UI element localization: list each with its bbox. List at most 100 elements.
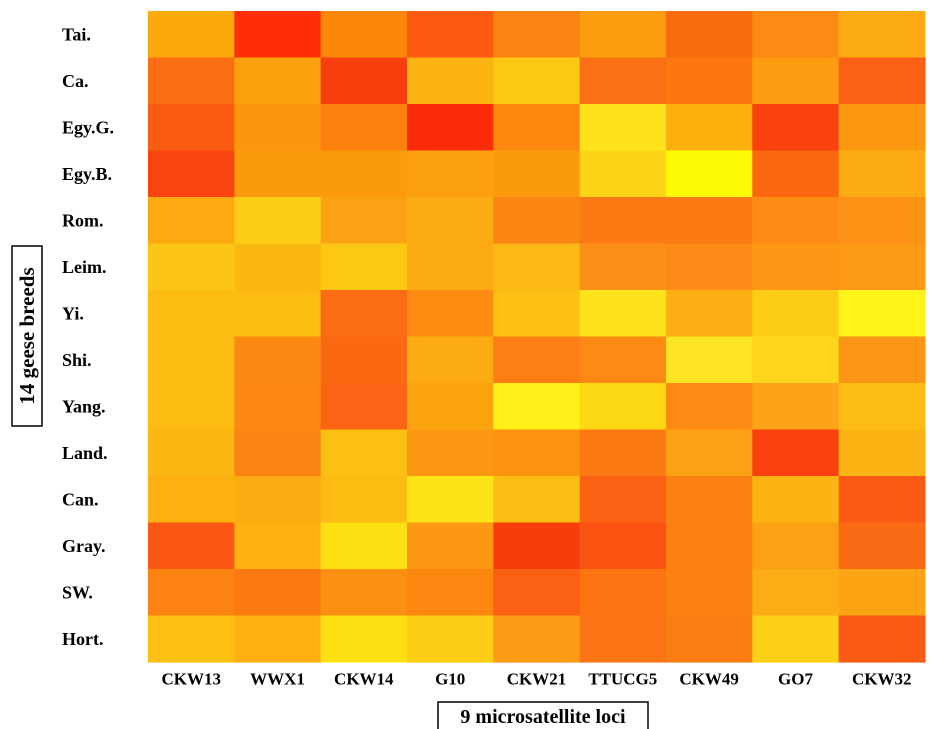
heatmap-cell bbox=[579, 383, 667, 431]
x-tick-label: CKW13 bbox=[161, 670, 221, 689]
x-tick-label: CKW32 bbox=[852, 670, 912, 689]
heatmap-cell bbox=[234, 476, 322, 524]
heatmap-cell bbox=[579, 197, 667, 245]
heatmap-cell bbox=[752, 569, 840, 617]
heatmap-cell bbox=[665, 290, 753, 338]
heatmap-cell bbox=[320, 569, 408, 617]
x-axis-tick-labels: CKW13 WWX1 CKW14 G10 CKW21 TTUCG5 CKW49 GO7 CKW3… bbox=[161, 670, 911, 689]
heatmap-cell bbox=[493, 11, 581, 59]
heatmap-cell bbox=[148, 197, 235, 245]
heatmap-cell bbox=[752, 522, 840, 570]
heatmap-cell bbox=[579, 290, 667, 338]
heatmap-cell bbox=[234, 150, 322, 198]
x-axis-title-box bbox=[437, 701, 649, 729]
heatmap-cell bbox=[406, 197, 494, 245]
heatmap-cell bbox=[148, 476, 235, 524]
x-axis-title-group: 9 microsatellite loci bbox=[437, 701, 649, 729]
x-tick-label: CKW14 bbox=[334, 670, 394, 689]
heatmap-cell bbox=[752, 11, 840, 59]
heatmap-cell bbox=[320, 522, 408, 570]
heatmap-cell bbox=[752, 476, 840, 524]
heatmap-cell bbox=[493, 429, 581, 477]
heatmap-cell bbox=[493, 522, 581, 570]
heatmap-cell bbox=[148, 336, 235, 384]
heatmap-cell bbox=[752, 243, 840, 291]
y-axis-title-box bbox=[11, 245, 43, 427]
heatmap-cell bbox=[148, 104, 235, 152]
heatmap-cell bbox=[320, 150, 408, 198]
heatmap-cell bbox=[320, 476, 408, 524]
heatmap-cell bbox=[579, 429, 667, 477]
heatmap-cell bbox=[320, 383, 408, 431]
heatmap-cell bbox=[579, 569, 667, 617]
heatmap-cell bbox=[493, 615, 581, 663]
heatmap-cell bbox=[665, 615, 753, 663]
heatmap-cell bbox=[752, 615, 840, 663]
heatmap-cell bbox=[234, 11, 322, 59]
heatmap-cell bbox=[579, 476, 667, 524]
heatmap-cell bbox=[406, 522, 494, 570]
heatmap-cell bbox=[493, 150, 581, 198]
heatmap-cell bbox=[148, 383, 235, 431]
heatmap-cell bbox=[320, 243, 408, 291]
heatmap-cell bbox=[493, 476, 581, 524]
heatmap-cell bbox=[148, 429, 235, 477]
heatmap-cell bbox=[493, 104, 581, 152]
heatmap-cell bbox=[148, 11, 235, 59]
heatmap-cell bbox=[579, 57, 667, 105]
heatmap-cell bbox=[320, 57, 408, 105]
heatmap-cell bbox=[579, 615, 667, 663]
heatmap-cell bbox=[838, 11, 926, 59]
heatmap-cell bbox=[320, 615, 408, 663]
heatmap-cell bbox=[406, 383, 494, 431]
x-tick-label: WWX1 bbox=[250, 670, 305, 689]
y-tick-label: Shi. bbox=[62, 350, 92, 370]
heatmap-cell bbox=[579, 11, 667, 59]
x-tick-label: GO7 bbox=[778, 670, 813, 689]
heatmap-cell bbox=[406, 615, 494, 663]
heatmap-cell bbox=[838, 429, 926, 477]
heatmap-cell bbox=[665, 57, 753, 105]
heatmap-cell bbox=[320, 11, 408, 59]
heatmap-cell bbox=[838, 476, 926, 524]
heatmap-cell bbox=[234, 522, 322, 570]
heatmap-cell bbox=[665, 11, 753, 59]
heatmap-cell bbox=[148, 57, 235, 105]
heatmap-cell bbox=[493, 290, 581, 338]
heatmap-cell bbox=[838, 615, 926, 663]
heatmap-cell bbox=[838, 383, 926, 431]
heatmap-cell bbox=[320, 336, 408, 384]
heatmap-cell bbox=[493, 243, 581, 291]
heatmap-cell bbox=[838, 522, 926, 570]
heatmap-cell bbox=[579, 104, 667, 152]
heatmap-cell bbox=[406, 290, 494, 338]
x-tick-label: CKW21 bbox=[507, 670, 567, 689]
heatmap-cell bbox=[148, 522, 235, 570]
heatmap-cell bbox=[148, 290, 235, 338]
heatmap-cell bbox=[752, 336, 840, 384]
heatmap-cell bbox=[406, 150, 494, 198]
y-axis-title-group: 14 geese breeds bbox=[11, 245, 43, 427]
heatmap-cell bbox=[838, 243, 926, 291]
heatmap-cell bbox=[234, 336, 322, 384]
heatmap-cell bbox=[752, 429, 840, 477]
y-tick-label: Can. bbox=[62, 489, 99, 509]
x-tick-label: CKW49 bbox=[679, 670, 739, 689]
heatmap-cell bbox=[234, 57, 322, 105]
heatmap-cell bbox=[320, 197, 408, 245]
heatmap-cell bbox=[493, 336, 581, 384]
heatmap-cell bbox=[838, 197, 926, 245]
heatmap-cell bbox=[406, 429, 494, 477]
y-tick-label: SW. bbox=[62, 582, 93, 602]
heatmap-cell bbox=[752, 197, 840, 245]
x-tick-label: TTUCG5 bbox=[588, 670, 657, 689]
heatmap-cell bbox=[234, 429, 322, 477]
y-tick-label: Land. bbox=[62, 443, 108, 463]
y-tick-label: Hort. bbox=[62, 629, 103, 649]
heatmap-cell bbox=[838, 150, 926, 198]
y-tick-label: Leim. bbox=[62, 257, 107, 277]
heatmap-cell bbox=[493, 57, 581, 105]
heatmap-cell bbox=[665, 429, 753, 477]
heatmap-cell bbox=[234, 104, 322, 152]
